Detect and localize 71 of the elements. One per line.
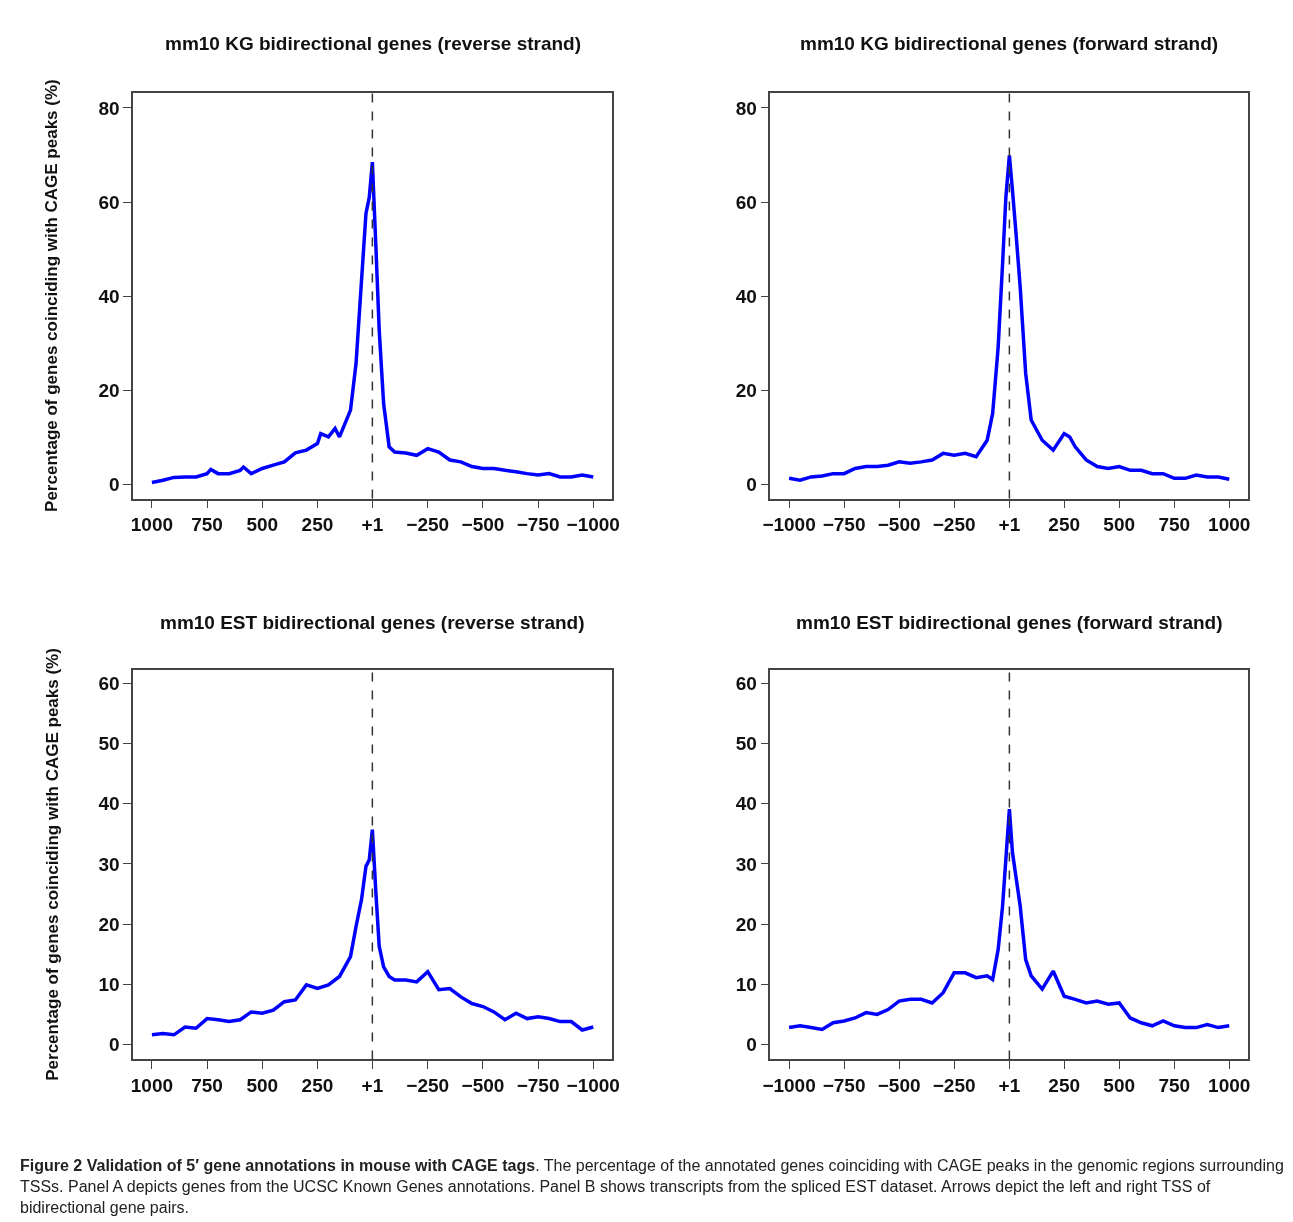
x-tick-label: 250	[1048, 1075, 1081, 1097]
y-tick-label: 40	[98, 793, 120, 815]
y-tick-label: 20	[735, 913, 757, 935]
y-tick-label: 20	[98, 913, 120, 935]
x-tick-label: 500	[1103, 514, 1136, 536]
x-tick-label: −750	[822, 1075, 866, 1097]
x-tick-label: 1000	[130, 514, 174, 536]
y-tick-label: 40	[735, 793, 757, 815]
y-tick-label: 80	[98, 97, 120, 119]
x-tick-label: −1000	[762, 514, 816, 536]
chart-title: mm10 KG bidirectional genes (forward strand)	[800, 33, 1219, 54]
x-tick-label: 1000	[130, 1075, 174, 1097]
x-tick-label: 750	[191, 514, 223, 536]
y-tick-label: 20	[98, 379, 120, 401]
x-tick-label: −1000	[566, 514, 620, 536]
y-tick-label: 0	[109, 1034, 120, 1056]
x-tick-label: −500	[461, 514, 505, 536]
y-tick-label: 50	[735, 733, 757, 755]
x-tick-label: 750	[1158, 1075, 1191, 1097]
y-axis-title: Percentage of genes coinciding with CAGE peaks (%)	[42, 79, 62, 512]
x-tick-label: 750	[1158, 514, 1191, 536]
y-tick-label: 60	[735, 673, 757, 695]
y-tick-label: 10	[735, 973, 757, 995]
x-tick-label: 1000	[1208, 514, 1251, 536]
x-tick-label: +1	[361, 514, 384, 536]
chart-title: mm10 KG bidirectional genes (reverse strand)	[165, 33, 582, 54]
x-tick-label: +1	[998, 514, 1021, 536]
line-series	[150, 160, 596, 485]
y-axis-title: Percentage of genes coinciding with CAGE peaks (%)	[42, 648, 62, 1081]
x-tick-label: 250	[1048, 514, 1081, 536]
chart-title: mm10 EST bidirectional genes (reverse strand)	[160, 612, 585, 633]
x-tick-label: −500	[461, 1075, 505, 1097]
x-tick-label: 500	[246, 514, 279, 536]
x-tick-label: −250	[932, 1075, 976, 1097]
y-tick-label: 0	[746, 474, 757, 496]
x-tick-label: 500	[246, 1075, 279, 1097]
x-tick-label: +1	[998, 1075, 1021, 1097]
y-tick-label: 30	[98, 853, 120, 875]
y-tick-label: 0	[109, 474, 120, 496]
y-tick-label: 40	[735, 285, 757, 307]
x-tick-label: −1000	[762, 1075, 816, 1097]
text: Figure 2 Validation of 5′ gene annotations in mouse with CAGE tags	[20, 1157, 536, 1174]
y-tick-label: 60	[98, 191, 120, 213]
x-tick-label: 1000	[1208, 1075, 1251, 1097]
x-tick-label: −250	[932, 514, 976, 536]
y-tick-label: 60	[98, 673, 120, 695]
x-tick-label: −1000	[566, 1075, 620, 1097]
y-tick-label: 0	[746, 1034, 757, 1056]
x-tick-label: 250	[301, 514, 334, 536]
y-tick-label: 60	[735, 191, 757, 213]
y-tick-label: 10	[98, 973, 120, 995]
chart-title: mm10 EST bidirectional genes (forward strand)	[796, 612, 1223, 633]
line-series	[787, 807, 1232, 1032]
x-tick-label: −250	[406, 514, 450, 536]
x-tick-label: −750	[516, 514, 560, 536]
x-tick-label: −750	[822, 514, 866, 536]
y-tick-label: 40	[98, 285, 120, 307]
x-tick-label: +1	[361, 1075, 384, 1097]
y-tick-label: 50	[98, 733, 120, 755]
x-tick-label: 250	[301, 1075, 334, 1097]
line-series	[150, 827, 596, 1037]
y-tick-label: 20	[735, 379, 757, 401]
x-tick-label: −750	[516, 1075, 560, 1097]
line-series	[787, 153, 1232, 482]
x-tick-label: 500	[1103, 1075, 1136, 1097]
y-tick-label: 30	[735, 853, 757, 875]
x-tick-label: −500	[877, 1075, 921, 1097]
x-tick-label: 750	[191, 1075, 223, 1097]
y-tick-label: 80	[735, 97, 757, 119]
x-tick-label: −250	[406, 1075, 450, 1097]
x-tick-label: −500	[877, 514, 921, 536]
